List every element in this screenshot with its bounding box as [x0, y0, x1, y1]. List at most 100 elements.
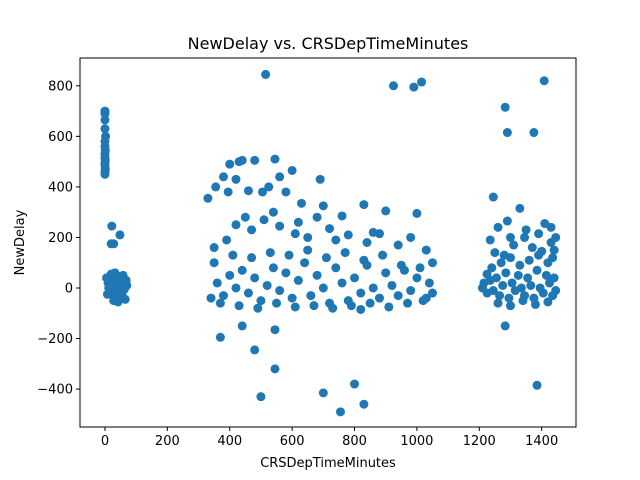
- data-point: [219, 172, 228, 182]
- data-point: [328, 303, 338, 313]
- data-point: [509, 240, 519, 250]
- data-point: [537, 246, 547, 256]
- data-point: [104, 283, 114, 293]
- data-point: [523, 273, 533, 283]
- data-point: [215, 332, 225, 342]
- data-point: [387, 280, 397, 290]
- data-point: [502, 128, 512, 138]
- data-point: [521, 225, 531, 235]
- data-point: [543, 297, 553, 307]
- data-point: [428, 258, 437, 268]
- data-point: [549, 273, 559, 283]
- data-point: [487, 263, 497, 273]
- data-point: [546, 222, 556, 232]
- data-point: [222, 235, 232, 245]
- data-point: [343, 230, 353, 240]
- data-point: [335, 407, 345, 417]
- data-point: [268, 263, 278, 273]
- data-point: [424, 278, 434, 288]
- data-point: [417, 77, 427, 87]
- data-point: [384, 302, 394, 312]
- data-point: [368, 227, 378, 237]
- data-point: [541, 270, 551, 280]
- data-point: [247, 225, 257, 235]
- data-point: [493, 298, 503, 308]
- data-point: [303, 245, 313, 255]
- data-point: [287, 165, 297, 175]
- data-point: [498, 280, 508, 290]
- data-point: [318, 201, 328, 211]
- data-point: [309, 301, 319, 311]
- data-point: [100, 109, 110, 119]
- data-point: [264, 182, 274, 192]
- data-point: [237, 155, 247, 165]
- data-point: [312, 270, 322, 280]
- data-point: [270, 364, 280, 374]
- data-point: [250, 155, 260, 165]
- data-point: [206, 293, 216, 303]
- data-point: [281, 268, 291, 278]
- data-point: [415, 263, 425, 273]
- data-point: [106, 274, 116, 284]
- data-point: [530, 299, 540, 309]
- y-tick-label: 0: [65, 281, 73, 296]
- x-tick-label: 0: [101, 434, 109, 449]
- data-point: [346, 301, 356, 311]
- data-point: [234, 301, 244, 311]
- data-point: [359, 200, 369, 210]
- data-point: [281, 187, 291, 197]
- data-point: [359, 255, 369, 265]
- data-point: [237, 321, 247, 331]
- data-point: [100, 169, 110, 179]
- data-point: [275, 221, 285, 231]
- data-point: [505, 301, 515, 311]
- data-point: [219, 291, 228, 301]
- data-point: [318, 283, 328, 293]
- data-point: [515, 260, 525, 270]
- data-point: [368, 283, 378, 293]
- data-point: [493, 222, 503, 232]
- data-point: [272, 298, 282, 308]
- data-point: [350, 379, 360, 389]
- data-point: [306, 291, 316, 301]
- data-point: [215, 298, 225, 308]
- y-tick-label: 800: [48, 79, 73, 94]
- y-tick-label: −400: [37, 383, 73, 398]
- data-point: [287, 293, 297, 303]
- data-point: [356, 288, 366, 298]
- data-point: [356, 304, 366, 314]
- data-point: [257, 187, 267, 197]
- data-point: [421, 245, 431, 255]
- data-point: [115, 230, 125, 240]
- x-tick-label: 1400: [525, 434, 558, 449]
- data-point: [290, 302, 300, 312]
- data-point: [340, 248, 350, 258]
- data-point: [396, 260, 406, 270]
- data-point: [300, 258, 310, 268]
- data-point: [231, 220, 241, 230]
- data-point: [513, 270, 523, 280]
- y-tick-label: 600: [48, 130, 73, 145]
- data-point: [488, 286, 498, 296]
- data-point: [325, 224, 335, 234]
- data-point: [270, 154, 280, 164]
- data-point: [350, 273, 360, 283]
- data-point: [524, 255, 534, 265]
- data-point: [406, 232, 416, 242]
- data-point: [488, 192, 498, 202]
- data-point: [261, 69, 271, 79]
- x-tick-label: 1200: [463, 434, 496, 449]
- data-point: [505, 232, 515, 242]
- data-point: [275, 286, 285, 296]
- data-point: [268, 207, 278, 217]
- data-point: [250, 273, 260, 283]
- data-point: [500, 102, 510, 112]
- data-point: [211, 182, 221, 192]
- data-point: [539, 76, 549, 86]
- data-point: [240, 212, 250, 222]
- data-point: [109, 239, 119, 249]
- plot-frame: [79, 57, 577, 428]
- y-axis-label: NewDelay: [13, 209, 28, 275]
- data-point: [209, 258, 219, 268]
- scatter-points: [100, 69, 561, 417]
